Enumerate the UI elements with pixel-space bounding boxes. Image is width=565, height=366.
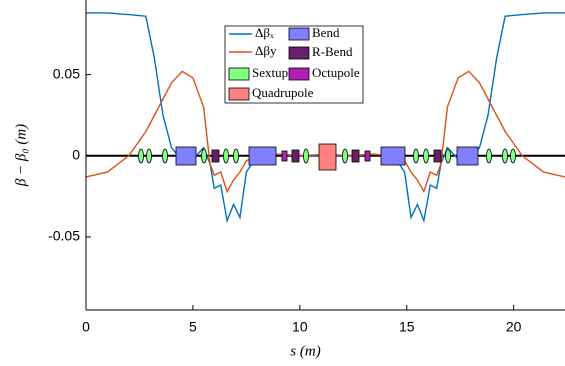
sextupole bbox=[146, 148, 152, 164]
sextupole bbox=[303, 148, 309, 164]
x-tick-label: 20 bbox=[506, 319, 522, 335]
quadrupole bbox=[318, 143, 337, 171]
x-axis-label: s (m) bbox=[290, 343, 320, 359]
sextupole bbox=[445, 148, 451, 164]
y-tick-label: 0 bbox=[72, 147, 80, 163]
sextupole bbox=[510, 148, 516, 164]
sextupole bbox=[201, 148, 207, 164]
sextupole bbox=[162, 148, 168, 164]
legend-swatch bbox=[228, 87, 250, 101]
octupole bbox=[364, 150, 371, 162]
y-tick-label: -0.05 bbox=[48, 228, 80, 244]
sextupole bbox=[233, 148, 239, 164]
r-bend bbox=[433, 149, 442, 163]
lattice bbox=[138, 143, 516, 171]
legend-swatch bbox=[288, 67, 310, 81]
r-bend bbox=[351, 149, 360, 163]
legend-label: Δβy bbox=[255, 43, 277, 58]
octupole bbox=[281, 150, 288, 162]
bend bbox=[380, 146, 406, 166]
x-tick-label: 5 bbox=[189, 319, 197, 335]
legend-swatch bbox=[288, 27, 310, 41]
x-tick-label: 10 bbox=[292, 319, 308, 335]
sextupole bbox=[413, 148, 419, 164]
r-bend bbox=[211, 149, 220, 163]
legend-label: Δβₓ bbox=[255, 25, 274, 40]
y-axis-label: β − β₀ (m) bbox=[13, 124, 29, 187]
legend-swatch bbox=[228, 67, 250, 81]
sextupole bbox=[486, 148, 492, 164]
x-tick-label: 15 bbox=[399, 319, 415, 335]
r-bend bbox=[291, 149, 300, 163]
sextupole bbox=[138, 148, 144, 164]
sextupole bbox=[423, 148, 429, 164]
legend-label: Octupole bbox=[312, 65, 360, 80]
legend-swatch bbox=[288, 46, 310, 60]
x-tick-label: 0 bbox=[82, 319, 90, 335]
legend-label: Bend bbox=[312, 25, 340, 40]
sextupole bbox=[342, 148, 348, 164]
bend bbox=[456, 146, 479, 166]
bend bbox=[248, 146, 277, 166]
sextupole bbox=[223, 148, 229, 164]
y-tick-label: 0.05 bbox=[53, 65, 80, 81]
sextupole bbox=[502, 148, 508, 164]
legend-label: R-Bend bbox=[312, 44, 353, 59]
legend-label: Quadrupole bbox=[252, 85, 314, 100]
bend bbox=[175, 146, 197, 166]
